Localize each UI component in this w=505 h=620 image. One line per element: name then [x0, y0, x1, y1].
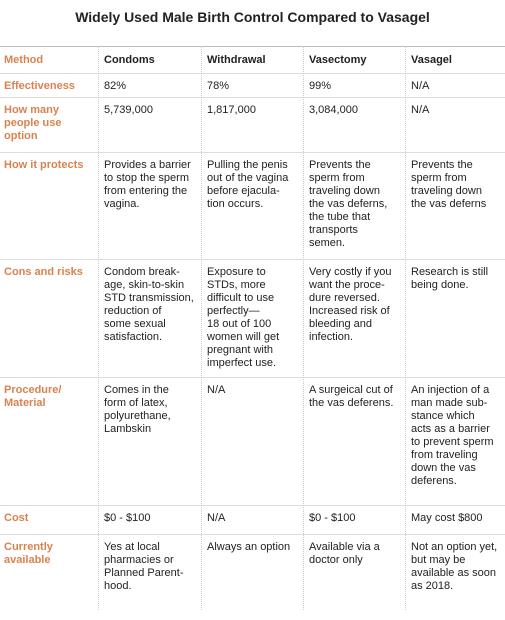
cell: Prevents the sperm from traveling down t…	[411, 159, 487, 210]
rule	[0, 73, 505, 74]
column-header: Vasectomy	[309, 54, 367, 66]
cell: 82%	[104, 80, 127, 92]
row-label: Currently available	[4, 541, 53, 566]
cell: N/A	[411, 80, 430, 92]
divider	[98, 46, 99, 610]
cell: May cost $800	[411, 512, 483, 524]
row-label: Cost	[4, 512, 29, 524]
cell: Always an option	[207, 541, 291, 553]
cell: Condom break- age, skin-to-skin STD tran…	[104, 266, 194, 343]
row-label: How many people use option	[4, 104, 62, 142]
rule	[0, 377, 505, 378]
rule	[0, 46, 505, 47]
cell: Research is still being done.	[411, 266, 489, 291]
row-label: How it protects	[4, 159, 84, 171]
cell: Pulling the penis out of the vagina befo…	[207, 159, 289, 210]
cell: Provides a barrier to stop the sperm fro…	[104, 159, 191, 210]
cell: A surgeical cut of the vas deferens.	[309, 384, 394, 409]
rule	[0, 505, 505, 506]
cell: Available via a doctor only	[309, 541, 380, 566]
rule	[0, 534, 505, 535]
column-header: Condoms	[104, 54, 155, 66]
rule	[0, 259, 505, 260]
cell: Prevents the sperm from traveling down t…	[309, 159, 388, 249]
cell: $0 - $100	[309, 512, 356, 524]
cell: Comes in the form of latex, polyurethane…	[104, 384, 171, 435]
cell: 5,739,000	[104, 104, 153, 116]
row-label: Effectiveness	[4, 80, 75, 92]
cell: Not an option yet, but may be available …	[411, 541, 498, 592]
rule	[0, 152, 505, 153]
divider	[405, 46, 406, 610]
cell: 3,084,000	[309, 104, 358, 116]
column-header: Vasagel	[411, 54, 452, 66]
divider	[201, 46, 202, 610]
cell: N/A	[411, 104, 430, 116]
cell: $0 - $100	[104, 512, 151, 524]
row-label: Cons and risks	[4, 266, 83, 278]
cell: N/A	[207, 384, 226, 396]
cell: Yes at local pharmacies or Planned Paren…	[104, 541, 184, 592]
cell: 78%	[207, 80, 230, 92]
divider	[303, 46, 304, 610]
cell: 99%	[309, 80, 332, 92]
cell: Very costly if you want the proce- dure …	[309, 266, 392, 343]
cell: An injection of a man made sub- stance w…	[411, 384, 494, 487]
cell: 1,817,000	[207, 104, 256, 116]
row-label: Procedure/ Material	[4, 384, 62, 409]
rule	[0, 97, 505, 98]
title: Widely Used Male Birth Control Compared …	[75, 9, 430, 25]
column-header: Withdrawal	[207, 54, 266, 66]
cell: N/A	[207, 512, 226, 524]
cell: Exposure to STDs, more difficult to use …	[207, 266, 280, 369]
column-header: Method	[4, 54, 44, 66]
